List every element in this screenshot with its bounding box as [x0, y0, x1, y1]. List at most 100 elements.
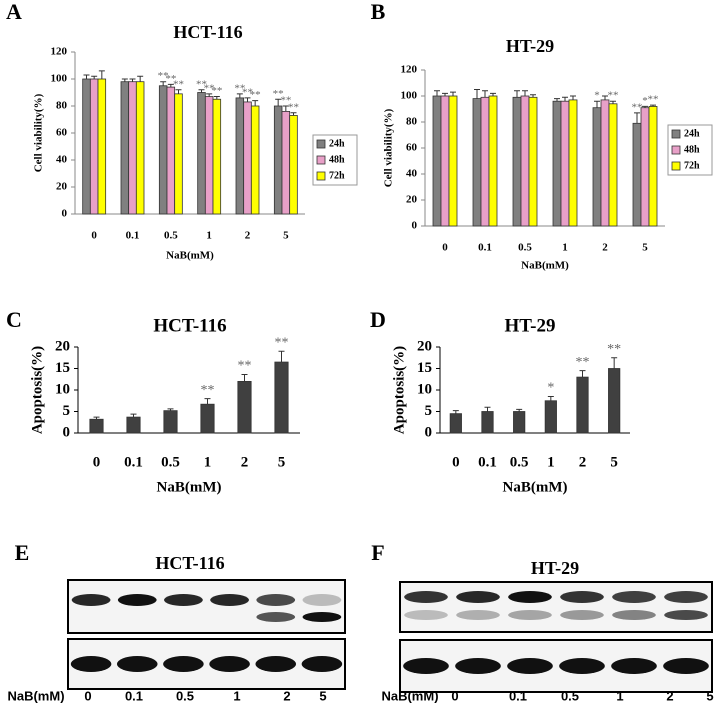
chart-title: HCT-116 [153, 315, 226, 336]
lane-label: 0.1 [125, 688, 143, 703]
y-tick-label: 10 [417, 381, 432, 397]
blot-band [210, 594, 249, 606]
y-tick-label: 15 [55, 360, 70, 376]
x-tick-label: 0.5 [518, 242, 532, 254]
error-bar [129, 78, 136, 82]
significance-mark: ** [288, 101, 299, 113]
significance-mark: ** [238, 359, 252, 374]
error-bar [244, 97, 251, 102]
error-bar [175, 89, 182, 94]
error-bar [93, 416, 100, 420]
error-bar [554, 98, 560, 102]
blot-band [117, 594, 157, 606]
bar [608, 368, 621, 434]
x-tick-label: 5 [283, 230, 289, 242]
error-bar [514, 90, 520, 98]
bar [520, 95, 530, 227]
bar [449, 413, 462, 434]
significance-mark: ** [234, 82, 245, 94]
error-bar [650, 104, 656, 107]
bar [174, 93, 183, 215]
error-bar [160, 81, 167, 86]
error-bar [611, 357, 618, 369]
blot-band [560, 591, 604, 603]
bar [440, 95, 450, 227]
chart-title: HT-29 [506, 36, 554, 56]
x-tick-label: 5 [642, 242, 648, 254]
error-bar [610, 100, 616, 104]
y-tick-label: 20 [55, 338, 70, 354]
x-tick-label: 0 [91, 230, 97, 242]
bar [200, 403, 215, 434]
panel-letter: C [6, 307, 22, 332]
blot-band [71, 594, 111, 606]
panel-letter: B [371, 0, 386, 24]
y-axis-label: Cell viability(%) [33, 93, 45, 172]
bar [608, 103, 618, 227]
y-tick-label: 20 [56, 181, 68, 193]
bar [560, 100, 570, 227]
blot-band [455, 658, 501, 674]
significance-mark: ** [242, 86, 253, 98]
legend-swatch [316, 139, 326, 149]
legend-label: 72h [329, 170, 345, 181]
bar [197, 92, 206, 215]
error-bar [442, 92, 448, 96]
bar [89, 418, 104, 434]
error-bar [198, 89, 205, 93]
significance-mark: ** [608, 90, 619, 102]
error-bar [83, 74, 90, 79]
blot-band [256, 612, 296, 622]
panel-letter: D [370, 307, 386, 332]
y-tick-label: 60 [56, 127, 68, 139]
y-axis-label: Cell viability(%) [383, 108, 395, 187]
blot-band [404, 610, 448, 620]
blot-band [255, 656, 297, 672]
x-tick-label: 0.1 [478, 454, 497, 470]
significance-mark: * [547, 381, 554, 396]
bar [250, 105, 260, 215]
error-bar [482, 90, 488, 98]
lane-label: 5 [706, 688, 713, 703]
bar [281, 111, 291, 215]
blot-band [664, 610, 708, 620]
y-tick-label: 15 [417, 360, 432, 376]
blot-band [507, 658, 553, 674]
legend-label: 48h [329, 154, 345, 165]
legend-label: 72h [684, 160, 700, 171]
significance-mark: ** [196, 78, 207, 90]
error-bar [530, 94, 536, 98]
blot-band [302, 612, 342, 622]
significance-mark: ** [250, 89, 261, 101]
y-tick-label: 40 [406, 168, 418, 180]
lane-label: 5 [319, 688, 326, 703]
x-tick-label: 0 [93, 454, 101, 470]
x-axis-label: NaB(mM) [166, 250, 214, 262]
panel-letter: F [371, 540, 384, 565]
significance-mark: ** [275, 336, 289, 351]
lane-label: 2 [283, 688, 290, 703]
bar [592, 107, 602, 227]
y-tick-label: 5 [425, 403, 433, 419]
x-tick-label: 0 [452, 454, 460, 470]
blot-band [404, 591, 448, 603]
y-tick-label: 80 [406, 116, 418, 128]
y-tick-label: 20 [406, 194, 418, 206]
blot-band [456, 610, 500, 620]
bar [432, 95, 442, 227]
bar [640, 107, 650, 227]
blot-band [559, 658, 605, 674]
x-tick-label: 1 [547, 454, 555, 470]
error-bar [121, 78, 128, 82]
blot-band [302, 594, 342, 606]
significance-mark: ** [158, 70, 169, 82]
bar [126, 416, 141, 434]
y-tick-label: 60 [406, 142, 418, 154]
blot-title: HCT-116 [155, 553, 224, 573]
y-tick-label: 0 [62, 208, 68, 220]
x-tick-label: 2 [245, 230, 251, 242]
error-bar [594, 100, 600, 108]
panel-letter: E [15, 540, 30, 565]
blot-frame [67, 579, 346, 634]
